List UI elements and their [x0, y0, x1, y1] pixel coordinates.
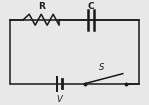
Text: C: C: [88, 2, 94, 11]
Text: S: S: [98, 63, 104, 72]
Text: V: V: [56, 95, 62, 104]
Text: R: R: [38, 2, 45, 11]
